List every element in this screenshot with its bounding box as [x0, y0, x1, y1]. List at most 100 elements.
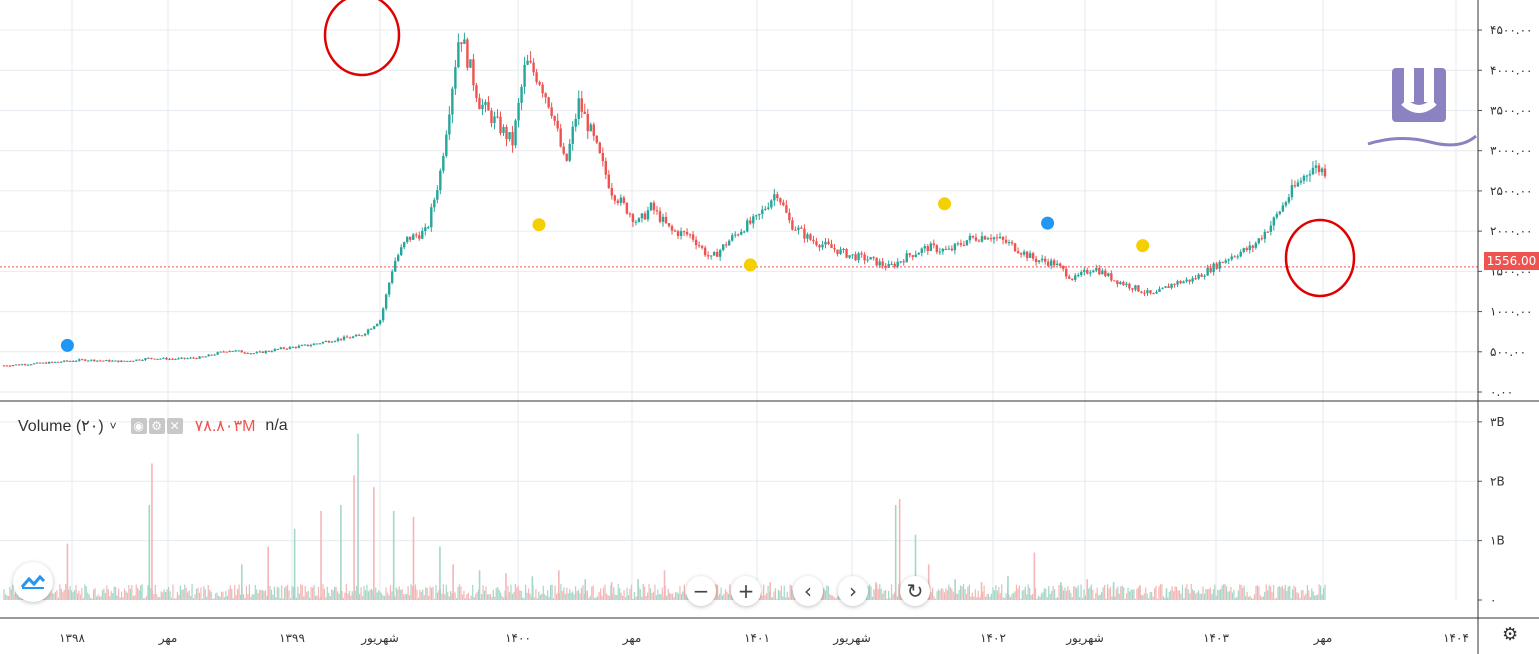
- candle-body: [1209, 267, 1212, 273]
- volume-bar: [945, 588, 947, 600]
- candle-body: [454, 67, 457, 89]
- volume-bar: [1167, 597, 1169, 600]
- close-icon[interactable]: ✕: [166, 418, 183, 434]
- volume-bar: [157, 597, 159, 600]
- candle-body: [782, 202, 785, 206]
- volume-bar: [608, 595, 610, 600]
- volume-bar: [1252, 598, 1254, 600]
- candle-body: [11, 365, 15, 367]
- zoom-in-button[interactable]: +: [731, 576, 761, 606]
- reset-button[interactable]: ↻: [900, 576, 930, 606]
- volume-bar: [836, 596, 838, 600]
- volume-bar: [1121, 585, 1123, 600]
- volume-bar: [281, 585, 283, 600]
- volume-bar: [789, 584, 791, 600]
- volume-bar: [235, 594, 237, 600]
- volume-bar: [605, 593, 608, 600]
- candle-body: [490, 110, 493, 124]
- candle-body: [1043, 258, 1047, 262]
- eye-icon[interactable]: ◉: [130, 418, 147, 434]
- candle-body: [273, 349, 277, 352]
- candle-body: [770, 200, 773, 208]
- volume-bar: [311, 587, 314, 600]
- candle-body: [854, 254, 857, 261]
- volume-bar: [165, 592, 167, 600]
- candle-body: [1122, 282, 1125, 286]
- price-series: [0, 32, 1478, 367]
- volume-bar: [361, 596, 364, 600]
- tradingview-logo-button[interactable]: [13, 562, 53, 602]
- volume-bar: [238, 584, 240, 600]
- volume-bar: [340, 505, 342, 600]
- volume-bar: [833, 597, 835, 600]
- candle-body: [926, 246, 929, 252]
- volume-bar: [426, 587, 428, 600]
- volume-bar: [1309, 596, 1311, 600]
- volume-bar: [511, 594, 514, 600]
- volume-bar: [156, 594, 158, 600]
- volume-bar: [272, 594, 274, 600]
- volume-bar: [153, 594, 155, 600]
- gear-icon[interactable]: ⚙: [1502, 624, 1519, 645]
- volume-bar: [403, 594, 405, 600]
- volume-bar: [1065, 590, 1067, 600]
- x-tick-label: شهریور: [360, 631, 399, 646]
- candle-body: [1001, 236, 1005, 240]
- candle-body: [1275, 213, 1279, 218]
- volume-bar: [949, 587, 951, 600]
- candle-body: [1176, 281, 1179, 285]
- candle-body: [908, 253, 911, 256]
- candle-body: [177, 358, 180, 360]
- volume-bar: [583, 593, 586, 600]
- volume-bar: [376, 592, 378, 600]
- candle-body: [881, 261, 884, 266]
- volume-bar: [782, 596, 784, 600]
- volume-bar: [448, 596, 450, 600]
- volume-bar: [868, 584, 871, 600]
- candle-body: [848, 255, 851, 258]
- candle-body: [409, 236, 412, 240]
- volume-bar: [253, 594, 255, 600]
- scroll-right-button[interactable]: ›: [838, 576, 868, 606]
- candle-body: [562, 146, 565, 154]
- candle-body: [366, 329, 370, 334]
- chevron-down-icon[interactable]: ˅: [109, 419, 117, 433]
- volume-bar: [635, 596, 637, 600]
- volume-bar: [1268, 585, 1270, 600]
- volume-bar: [767, 585, 769, 600]
- volume-bar: [223, 597, 226, 600]
- volume-bar: [90, 597, 92, 600]
- candle-body: [830, 244, 833, 248]
- volume-na: n/a: [265, 417, 288, 434]
- gear-icon[interactable]: ⚙: [148, 418, 165, 434]
- volume-bar: [527, 588, 530, 600]
- volume-bar: [519, 590, 521, 600]
- volume-bar: [134, 595, 136, 600]
- volume-bar: [275, 597, 277, 600]
- volume-bar: [1049, 593, 1051, 600]
- volume-bar: [416, 589, 418, 600]
- candle-body: [1131, 288, 1134, 290]
- candle-body: [1119, 282, 1122, 284]
- candle-body: [1173, 283, 1176, 285]
- volume-bar: [572, 591, 574, 600]
- volume-bar: [1186, 584, 1188, 600]
- volume-bar: [1151, 592, 1153, 600]
- candle-body: [44, 362, 48, 364]
- volume-bar: [569, 589, 571, 600]
- volume-bar: [520, 590, 522, 600]
- candle-body: [1284, 202, 1288, 206]
- volume-bar: [873, 589, 875, 600]
- candle-body: [595, 135, 598, 143]
- candle-body: [255, 352, 258, 354]
- volume-bar: [350, 595, 352, 600]
- candle-body: [1101, 270, 1104, 275]
- volume-bar: [12, 584, 14, 600]
- zoom-out-button[interactable]: −: [686, 576, 716, 606]
- volume-bar: [1192, 591, 1194, 600]
- volume-bar: [1086, 579, 1089, 600]
- volume-bar: [476, 591, 478, 600]
- candle-body: [1013, 243, 1017, 252]
- scroll-left-button[interactable]: ‹: [793, 576, 823, 606]
